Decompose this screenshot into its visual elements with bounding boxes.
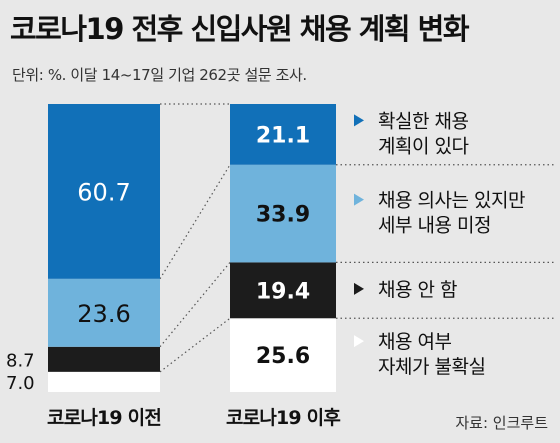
data-label: 23.6 xyxy=(77,300,130,328)
legend-label: 채용 의사는 있지만 xyxy=(378,190,525,212)
legend-marker xyxy=(354,193,364,206)
bar-segment xyxy=(230,262,336,319)
legend-label: 세부 내용 미정 xyxy=(378,215,491,237)
data-label: 33.9 xyxy=(256,203,310,228)
category-label: 코로나19 이전 xyxy=(47,407,161,429)
chart-title: 코로나19 전후 신입사원 채용 계획 변화 xyxy=(10,12,470,46)
data-label: 8.7 xyxy=(6,350,35,371)
data-label: 25.6 xyxy=(256,344,310,369)
connector-line xyxy=(159,317,231,373)
legend-label: 자체가 불확실 xyxy=(378,356,485,378)
data-label: 21.1 xyxy=(256,123,310,148)
legend-marker xyxy=(354,114,364,127)
legend-label: 확실한 채용 xyxy=(378,110,468,132)
bar-segment xyxy=(48,278,160,347)
bar-segment xyxy=(48,371,160,392)
connector-line xyxy=(159,262,231,348)
bar-segment xyxy=(230,318,336,392)
legend-label: 채용 여부 xyxy=(378,331,451,353)
bar-segment xyxy=(48,104,160,279)
bar-segment xyxy=(230,164,336,263)
data-label: 7.0 xyxy=(6,373,35,394)
data-label: 60.7 xyxy=(77,178,130,206)
data-label: 19.4 xyxy=(256,279,310,304)
bar-segment xyxy=(48,346,160,372)
chart-subtitle: 단위: %. 이달 14~17일 기업 262곳 설문 조사. xyxy=(12,66,307,84)
legend-label: 계획이 있다 xyxy=(378,135,468,157)
connector-line xyxy=(159,164,231,280)
category-label: 코로나19 이후 xyxy=(226,407,340,429)
bar-segment xyxy=(230,104,336,165)
source-note: 자료: 인크루트 xyxy=(455,414,548,432)
legend-marker xyxy=(354,282,364,295)
legend-label: 채용 안 함 xyxy=(378,279,457,301)
legend-marker xyxy=(354,335,364,348)
